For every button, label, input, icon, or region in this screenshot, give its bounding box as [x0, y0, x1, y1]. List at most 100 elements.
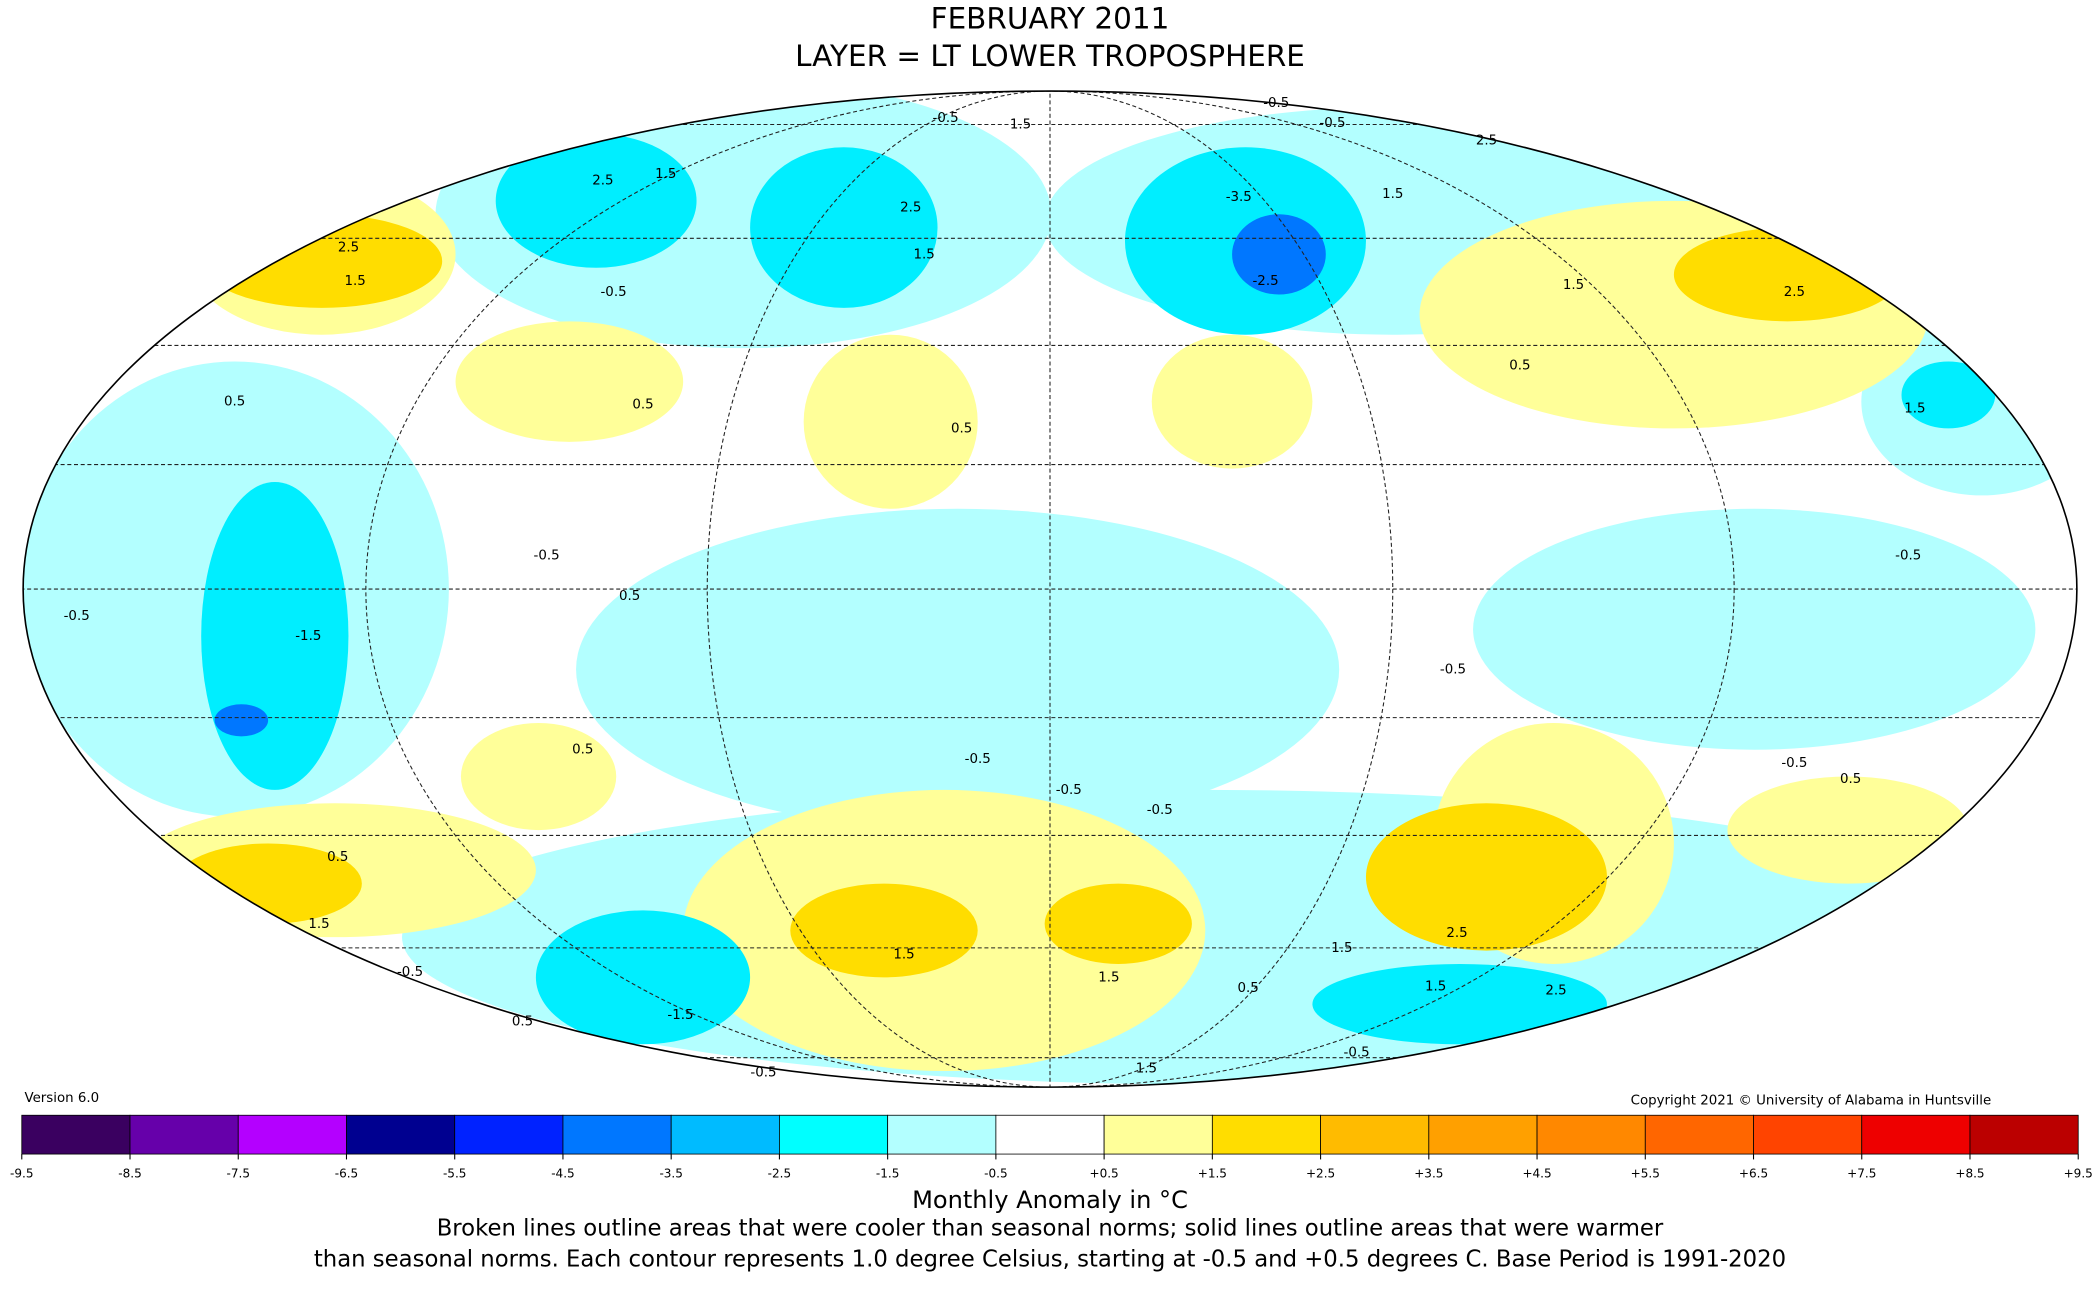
contour-label: -0.5 [933, 111, 959, 126]
title: FEBRUARY 2011 [931, 2, 1170, 36]
contour-label: 2.5 [900, 201, 921, 216]
contour-label: 0.5 [1840, 772, 1861, 787]
contour-label: -1.5 [667, 1008, 693, 1023]
colorbar-tick-label: +4.5 [1522, 1167, 1551, 1181]
colorbar-tick-label: -3.5 [659, 1167, 682, 1181]
colorbar-bin [237, 1114, 347, 1155]
contour-label: 0.5 [951, 421, 972, 436]
contour-label: 1.5 [308, 917, 329, 932]
contour-label: -0.5 [1344, 1045, 1370, 1060]
colorbar-bin [1536, 1114, 1646, 1155]
contour-label: -3.5 [1226, 190, 1252, 205]
contour-label: 1.5 [1425, 980, 1446, 995]
colorbar-bin [562, 1114, 672, 1155]
contour-label: -0.5 [1895, 549, 1921, 564]
contour-label: -0.5 [1781, 756, 1807, 771]
colorbar-bin [995, 1114, 1105, 1155]
colorbar-tick-label: -8.5 [118, 1167, 141, 1181]
contour-label: -0.5 [1440, 662, 1466, 677]
contour-label: 1.5 [893, 948, 914, 963]
subtitle: LAYER = LT LOWER TROPOSPHERE [795, 39, 1305, 73]
colorbar-bin [1103, 1114, 1213, 1155]
copyright: Copyright 2021 © University of Alabama i… [1631, 1094, 1992, 1109]
colorbar-bin [1320, 1114, 1430, 1155]
contour-label: -2.5 [1252, 274, 1278, 289]
version: Version 6.0 [24, 1091, 99, 1106]
contour-label: 2.5 [1784, 285, 1805, 300]
contour-label: 2.5 [1446, 926, 1467, 941]
contour-label: 0.5 [632, 397, 653, 412]
contour-label: 1.5 [1331, 941, 1352, 956]
colorbar-tick-label: +5.5 [1631, 1167, 1660, 1181]
contour-label: -0.5 [750, 1065, 776, 1080]
contour-label: -0.5 [397, 965, 423, 980]
colorbar: -9.5 -8.5 -7.5 -6.5 -5.5 -4.5 -3.5 -2.5 -1.5 -0.5… [10, 1114, 2093, 1181]
colorbar-tick-label: +2.5 [1306, 1167, 1335, 1181]
caption-line: Broken lines outline areas that were coo… [437, 1216, 1664, 1242]
colorbar-tick-label: -7.5 [227, 1167, 250, 1181]
colorbar-bin [887, 1114, 997, 1155]
colorbar-bin [1861, 1114, 1971, 1155]
colorbar-bin [129, 1114, 239, 1155]
colorbar-tick-label: -5.5 [443, 1167, 466, 1181]
contour-label: 1.5 [1136, 1061, 1157, 1076]
contour-label: 1.5 [1563, 278, 1584, 293]
colorbar-tick-label: -6.5 [335, 1167, 358, 1181]
contour-labels: -0.5 1.5 -0.5 -0.5 2.5 -3.5 -2.5 1.5 2.5 1.5 0.5 1.… [64, 96, 1926, 1080]
contour-label: 1.5 [1010, 118, 1031, 133]
colorbar-bin [1428, 1114, 1538, 1155]
contour-label: 0.5 [1238, 981, 1259, 996]
colorbar-bin [1644, 1114, 1754, 1155]
colorbar-bin [346, 1114, 456, 1155]
colorbar-bin [454, 1114, 564, 1155]
contour-label: -0.5 [1147, 803, 1173, 818]
colorbar-tick-label: -0.5 [984, 1167, 1007, 1181]
contour-label: -0.5 [600, 285, 626, 300]
globe-outline [22, 90, 2078, 1088]
contour-label: -0.5 [1056, 783, 1082, 798]
contour-label: 0.5 [224, 395, 245, 410]
colorbar-bin [779, 1114, 889, 1155]
contour-label: 0.5 [512, 1015, 533, 1030]
colorbar-tick-label: -4.5 [551, 1167, 574, 1181]
colorbar-tick-label: +0.5 [1090, 1167, 1119, 1181]
contour-label: 1.5 [655, 167, 676, 182]
colorbar-label: Monthly Anomaly in °C [912, 1186, 1188, 1214]
anomaly-field [23, 91, 2077, 1088]
colorbar-bin [1969, 1114, 2079, 1155]
contour-label: 0.5 [1509, 358, 1530, 373]
colorbar-tick-label: +6.5 [1739, 1167, 1768, 1181]
contour-label: -0.5 [64, 609, 90, 624]
contour-label: 2.5 [338, 241, 359, 256]
contour-label: -0.5 [965, 752, 991, 767]
contour-label: 1.5 [914, 247, 935, 262]
colorbar-tick-label: -1.5 [876, 1167, 899, 1181]
colorbar-bin [1753, 1114, 1863, 1155]
colorbar-bin [670, 1114, 780, 1155]
contour-label: 1.5 [345, 274, 366, 289]
contour-label: 0.5 [572, 743, 593, 758]
contour-label: -0.5 [1319, 116, 1345, 131]
colorbar-tick-label: +9.5 [2064, 1167, 2093, 1181]
contour-label: 1.5 [1382, 187, 1403, 202]
colorbar-bin [21, 1114, 131, 1155]
contour-label: 0.5 [327, 850, 348, 865]
colorbar-tick-label: +8.5 [1955, 1167, 1984, 1181]
colorbar-tick-label: +3.5 [1414, 1167, 1443, 1181]
colorbar-tick-label: -2.5 [768, 1167, 791, 1181]
colorbar-tick-label: -9.5 [10, 1167, 33, 1181]
colorbar-tick-label: +1.5 [1198, 1167, 1227, 1181]
contour-label: 1.5 [1904, 401, 1925, 416]
contour-label: 1.5 [1098, 970, 1119, 985]
contour-label: -0.5 [534, 549, 560, 564]
contour-label: 2.5 [1545, 984, 1566, 999]
contour-label: 2.5 [592, 174, 613, 189]
contour-label: 0.5 [619, 589, 640, 604]
colorbar-tick-label: +7.5 [1847, 1167, 1876, 1181]
contour-label: 2.5 [1476, 134, 1497, 149]
contour-label: -0.5 [1263, 96, 1289, 111]
contour-label: -1.5 [295, 629, 321, 644]
caption-line: than seasonal norms. Each contour repres… [314, 1246, 1786, 1272]
colorbar-bin [1211, 1114, 1321, 1155]
